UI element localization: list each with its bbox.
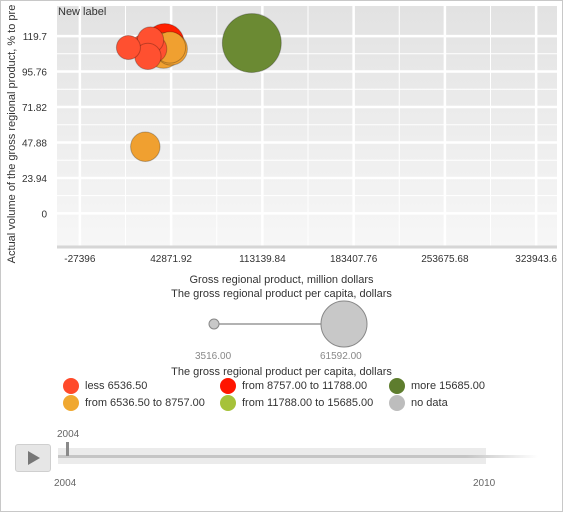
legend-item-8757-11788[interactable]: from 8757.00 to 11788.00 [220, 378, 367, 394]
axes: -27396 42871.92 113139.84 183407.76 253675.6… [22, 32, 557, 265]
color-legend-title: The gross regional product per capita, d… [171, 366, 392, 378]
x-tick-label: 323943.6 [515, 254, 557, 265]
y-tick-label: 95.76 [22, 68, 47, 79]
legend-item-11788-15685[interactable]: from 11788.00 to 15685.00 [220, 395, 373, 411]
size-legend-min-value: 3516.00 [195, 351, 232, 362]
play-button[interactable] [15, 444, 51, 472]
bubble-plot [57, 6, 557, 246]
legend-swatch [389, 378, 405, 394]
timeline-start-label: 2004 [54, 478, 77, 489]
y-tick-label: 71.82 [22, 103, 47, 114]
y-tick-label: 119.7 [23, 32, 48, 43]
size-legend-min-circle [208, 318, 220, 330]
timeline-current-label: 2004 [57, 429, 80, 440]
y-tick-label: 23.94 [22, 174, 47, 185]
legend-label: from 8757.00 to 11788.00 [242, 380, 368, 392]
timeline-thumb[interactable] [66, 442, 69, 456]
legend-label: more 15685.00 [411, 380, 485, 392]
legend-swatch [389, 395, 405, 411]
legend-label: from 11788.00 to 15685.00 [242, 397, 374, 409]
size-legend-max-value: 61592.00 [320, 351, 362, 362]
timeline-line [58, 455, 538, 458]
legend-item-more-15685[interactable]: more 15685.00 [389, 378, 485, 394]
size-legend-title: The gross regional product per capita, d… [171, 288, 392, 300]
legend-label: from 6536.50 to 8757.00 [85, 397, 205, 409]
timeline-end-label: 2010 [473, 478, 496, 489]
legend-swatch [63, 378, 79, 394]
x-axis-label: Gross regional product, million dollars [189, 274, 374, 286]
y-tick-label: 0 [41, 209, 47, 220]
x-tick-label: 42871.92 [150, 254, 192, 265]
y-tick-label: 47.88 [22, 138, 47, 149]
legend-label: less 6536.50 [85, 380, 148, 392]
x-tick-label: 113139.84 [239, 254, 286, 265]
legend-swatch [220, 378, 236, 394]
legend-swatch [63, 395, 79, 411]
legend-item-6536-8757[interactable]: from 6536.50 to 8757.00 [63, 395, 205, 411]
chart-title: New label [58, 6, 107, 18]
x-tick-label: 253675.68 [421, 254, 469, 265]
size-legend-max-circle [320, 300, 368, 348]
bubble-point[interactable] [221, 13, 282, 73]
legend-item-less-6536[interactable]: less 6536.50 [63, 378, 147, 394]
legend-swatch [220, 395, 236, 411]
bubble-point[interactable] [130, 131, 161, 162]
size-legend [208, 300, 368, 348]
legend-item-no-data[interactable]: no data [389, 395, 448, 411]
x-tick-label: 183407.76 [330, 254, 378, 265]
x-tick-label: -27396 [64, 254, 96, 265]
bubble-point[interactable] [115, 34, 141, 61]
timeline-track[interactable] [58, 442, 538, 464]
plot-area [57, 6, 557, 246]
legend-label: no data [411, 397, 448, 409]
